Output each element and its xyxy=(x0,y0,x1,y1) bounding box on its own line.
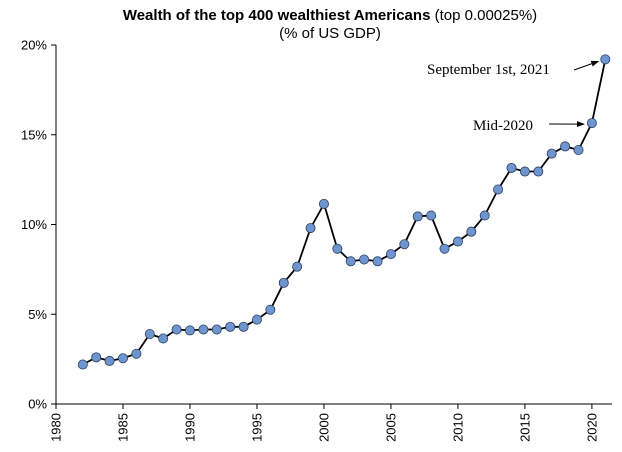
chart-title-suffix: (top 0.00025%) xyxy=(430,7,537,24)
series-points xyxy=(77,54,611,370)
data-point xyxy=(560,141,571,152)
x-tick-label: 2020 xyxy=(584,413,599,442)
x-tick-label: 1990 xyxy=(182,413,197,442)
data-point xyxy=(225,321,236,332)
data-point xyxy=(439,243,450,254)
data-point xyxy=(318,198,329,209)
data-point xyxy=(91,352,102,363)
data-point xyxy=(77,359,88,370)
data-point xyxy=(359,254,370,265)
data-point xyxy=(131,348,142,359)
data-point xyxy=(144,328,155,339)
y-tick-label: 15% xyxy=(21,127,47,142)
x-tick-label: 2000 xyxy=(316,413,331,442)
annotation-september-2021: September 1st, 2021 xyxy=(427,62,550,78)
data-point xyxy=(265,304,276,315)
data-point xyxy=(533,166,544,177)
data-point xyxy=(332,243,343,254)
data-point xyxy=(600,54,611,65)
data-point xyxy=(184,325,195,336)
data-point xyxy=(104,355,115,366)
data-point xyxy=(573,145,584,156)
x-ticks: 1980 1985 1990 1995 2000 2005 2010 2015 2020 xyxy=(49,404,599,442)
annotation-september-2021-arrow xyxy=(573,60,600,71)
data-point xyxy=(546,148,557,159)
series-line xyxy=(82,59,607,366)
data-point xyxy=(278,277,289,288)
y-tick-label: 20% xyxy=(21,38,47,53)
y-tick-label: 0% xyxy=(28,397,47,412)
chart-subtitle: (% of US GDP) xyxy=(279,25,381,42)
data-point xyxy=(211,324,222,335)
data-point xyxy=(493,184,504,195)
annotation-mid-2020: Mid-2020 xyxy=(473,118,533,134)
x-tick-label: 1995 xyxy=(249,413,264,442)
data-point xyxy=(426,210,437,221)
chart-title: Wealth of the top 400 wealthiest America… xyxy=(123,7,537,24)
y-ticks: 0% 5% 10% 15% 20% xyxy=(21,38,56,412)
data-point xyxy=(117,353,128,364)
data-point xyxy=(171,324,182,335)
data-point xyxy=(292,261,303,272)
y-tick-label: 10% xyxy=(21,217,47,232)
data-point xyxy=(158,333,169,344)
data-point xyxy=(198,324,209,335)
data-point xyxy=(506,162,517,173)
data-point xyxy=(238,321,249,332)
x-tick-label: 2010 xyxy=(450,413,465,442)
data-point xyxy=(345,256,356,267)
data-point xyxy=(399,239,410,250)
data-point xyxy=(412,211,423,222)
data-point xyxy=(586,118,597,129)
x-tick-label: 1985 xyxy=(115,413,130,442)
y-tick-label: 5% xyxy=(28,307,47,322)
x-tick-label: 2015 xyxy=(517,413,532,442)
x-tick-label: 1980 xyxy=(49,413,64,442)
data-point xyxy=(305,223,316,234)
chart-title-bold: Wealth of the top 400 wealthiest America… xyxy=(123,7,431,24)
data-point xyxy=(466,226,477,237)
data-point xyxy=(519,166,530,177)
data-point xyxy=(479,210,490,221)
data-point xyxy=(452,236,463,247)
data-point xyxy=(372,256,383,267)
data-point xyxy=(385,249,396,260)
x-tick-label: 2005 xyxy=(383,413,398,442)
data-point xyxy=(251,314,262,325)
